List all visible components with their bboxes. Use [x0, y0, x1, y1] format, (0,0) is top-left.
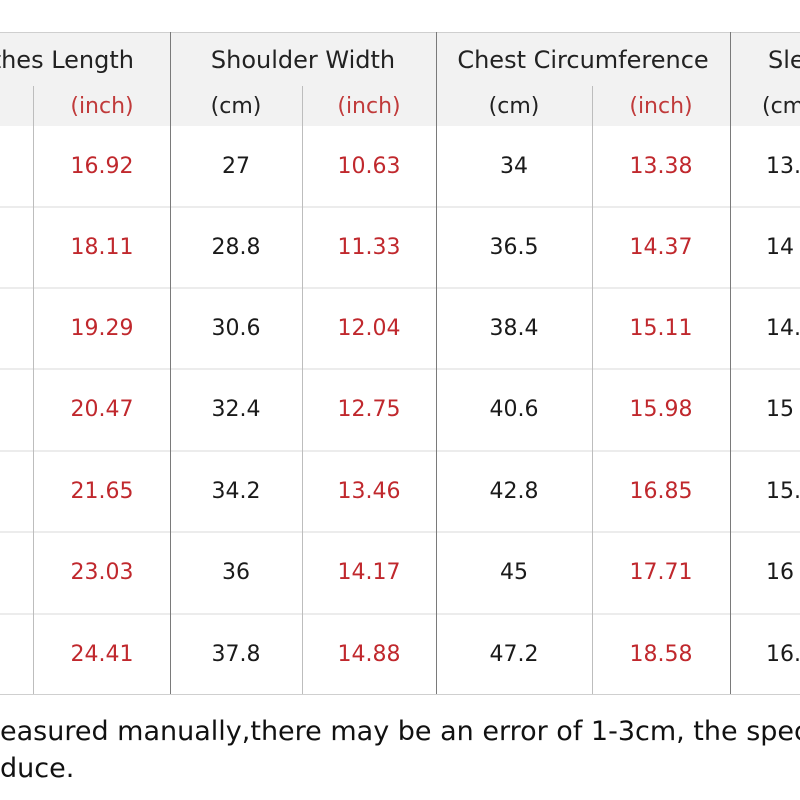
unit-shoulder-cm: (cm) [210, 93, 262, 119]
cell-shoulder-cm: 30.6 [211, 316, 261, 341]
row-divider [0, 613, 800, 615]
size-table-body [0, 126, 800, 695]
cell-chest-inch: 17.71 [629, 560, 693, 585]
note-line-2: duce. [0, 753, 75, 784]
cell-sleeve-cm: 15. [766, 479, 800, 504]
unit-chest-cm: (cm) [488, 93, 540, 119]
column-divider [302, 86, 303, 695]
cell-length-inch: 23.03 [70, 560, 134, 585]
cell-shoulder-inch: 10.63 [337, 154, 401, 179]
cell-shoulder-inch: 12.04 [337, 316, 401, 341]
cell-chest-cm: 34 [500, 154, 528, 179]
cell-chest-cm: 40.6 [489, 397, 539, 422]
cell-length-inch: 19.29 [70, 316, 134, 341]
top-margin [0, 0, 800, 32]
column-divider [170, 32, 171, 695]
cell-shoulder-inch: 12.75 [337, 397, 401, 422]
cell-shoulder-cm: 28.8 [211, 235, 261, 260]
row-divider [0, 450, 800, 452]
header-clothes-length: thes Length [0, 45, 134, 74]
cell-shoulder-inch: 11.33 [337, 235, 401, 260]
cell-chest-inch: 14.37 [629, 235, 693, 260]
unit-shoulder-inch: (inch) [337, 93, 401, 119]
cell-shoulder-cm: 34.2 [211, 479, 261, 504]
cell-length-inch: 24.41 [70, 642, 134, 667]
cell-length-inch: 21.65 [70, 479, 134, 504]
unit-length-inch: (inch) [70, 93, 134, 119]
cell-length-inch: 18.11 [70, 235, 134, 260]
cell-chest-inch: 16.85 [629, 479, 693, 504]
row-divider [0, 287, 800, 289]
column-divider [592, 86, 593, 695]
cell-shoulder-inch: 14.17 [337, 560, 401, 585]
cell-sleeve-cm: 15 [766, 397, 794, 422]
cell-sleeve-cm: 16. [766, 642, 800, 667]
unit-sleeve-cm: (cm [762, 93, 800, 119]
cell-chest-inch: 15.98 [629, 397, 693, 422]
column-divider [730, 32, 731, 695]
cell-shoulder-cm: 27 [222, 154, 250, 179]
cell-sleeve-cm: 13. [766, 154, 800, 179]
cell-shoulder-cm: 32.4 [211, 397, 261, 422]
header-sleeve: Sle [768, 45, 800, 74]
row-divider [0, 206, 800, 208]
column-divider [33, 86, 34, 695]
cell-sleeve-cm: 16 [766, 560, 794, 585]
cell-chest-cm: 45 [500, 560, 528, 585]
cell-length-inch: 16.92 [70, 154, 134, 179]
unit-row: (inch) (cm) (inch) (cm) (inch) (cm [0, 86, 800, 127]
cell-chest-cm: 47.2 [489, 642, 539, 667]
cell-chest-cm: 38.4 [489, 316, 539, 341]
unit-chest-inch: (inch) [629, 93, 693, 119]
row-divider [0, 368, 800, 370]
row-divider [0, 531, 800, 533]
cell-sleeve-cm: 14. [766, 316, 800, 341]
cell-shoulder-cm: 37.8 [211, 642, 261, 667]
header-shoulder-width: Shoulder Width [210, 45, 396, 74]
header-chest-circumference: Chest Circumference [457, 45, 709, 74]
cell-chest-cm: 36.5 [489, 235, 539, 260]
cell-chest-inch: 13.38 [629, 154, 693, 179]
cell-shoulder-inch: 13.46 [337, 479, 401, 504]
cell-chest-inch: 18.58 [629, 642, 693, 667]
cell-chest-inch: 15.11 [629, 316, 693, 341]
column-divider [436, 32, 437, 695]
cell-shoulder-cm: 36 [222, 560, 250, 585]
cell-length-inch: 20.47 [70, 397, 134, 422]
table-bottom-border [0, 694, 800, 695]
cell-sleeve-cm: 14 [766, 235, 794, 260]
note-line-1: easured manually,there may be an error o… [0, 716, 800, 747]
header-row: thes Length Shoulder Width Chest Circumf… [0, 32, 800, 87]
cell-chest-cm: 42.8 [489, 479, 539, 504]
cell-shoulder-inch: 14.88 [337, 642, 401, 667]
